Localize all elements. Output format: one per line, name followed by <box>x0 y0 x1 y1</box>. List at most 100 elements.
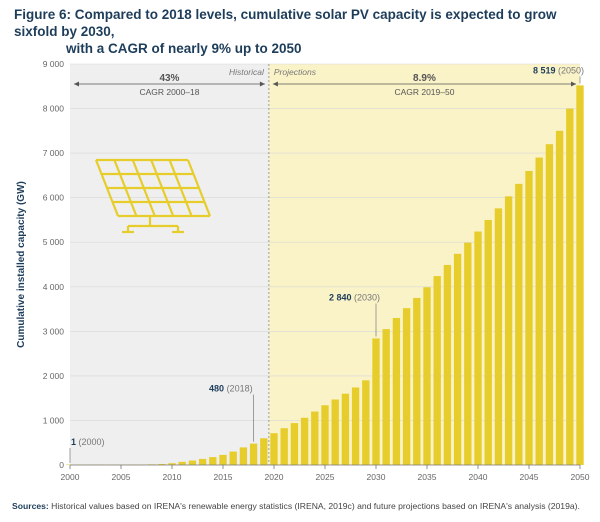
x-tick-label: 2045 <box>520 472 539 482</box>
cagr-historical-period: CAGR 2000–18 <box>139 87 199 97</box>
sources-note: Sources: Historical values based on IREN… <box>12 501 580 511</box>
bar-2024 <box>311 411 319 465</box>
annotation-value-2050: 8 519 <box>533 65 556 75</box>
bar-2020 <box>270 433 278 465</box>
bar-2039 <box>464 242 472 465</box>
bar-2043 <box>504 196 513 465</box>
cagr-projection-period: CAGR 2019–50 <box>394 87 454 97</box>
cagr-projection-arrowhead-left <box>272 81 278 87</box>
annotation-value-2018: 480 <box>209 384 224 394</box>
x-tick-label: 2020 <box>265 472 284 482</box>
bar-2047 <box>545 144 554 465</box>
bar-2040 <box>474 231 482 465</box>
cagr-historical-arrowhead-left <box>74 81 79 87</box>
annotation-2018: 480 (2018) <box>209 384 253 394</box>
y-axis-label: Cumulative installed capacity (GW) <box>16 181 27 348</box>
bar-2046 <box>535 157 543 466</box>
bar-2038 <box>453 253 462 465</box>
x-tick-label: 2030 <box>367 472 386 482</box>
y-tick-label: 6 000 <box>43 193 65 203</box>
historical-region <box>70 64 269 465</box>
bar-2011 <box>178 461 186 465</box>
annotation-2050: 8 519 (2050) <box>533 65 584 75</box>
y-tick-label: 1 000 <box>43 415 65 425</box>
bar-2012 <box>188 460 197 465</box>
bar-2029 <box>362 380 370 465</box>
bar-2015 <box>219 454 227 465</box>
solar-panel-line <box>113 159 138 217</box>
bar-2016 <box>229 451 237 465</box>
bar-2017 <box>239 447 248 465</box>
annotation-2030: 2 840 (2030) <box>329 292 380 302</box>
sources-text: Historical values based on IRENA's renew… <box>51 501 580 511</box>
bar-2049 <box>566 108 574 466</box>
x-tick-label: 2000 <box>61 472 80 482</box>
x-tick-label: 2025 <box>316 472 335 482</box>
bar-2018 <box>249 443 258 465</box>
figure-title: Figure 6: Compared to 2018 levels, cumul… <box>14 6 589 57</box>
bar-2026 <box>331 399 339 465</box>
solar-panel-line <box>150 159 175 217</box>
annotation-2000: 1 (2000) <box>71 437 105 447</box>
bar-2027 <box>341 393 350 465</box>
x-tick-label: 2015 <box>214 472 233 482</box>
y-tick-label: 8 000 <box>43 104 65 114</box>
annotation-value-2000: 1 <box>71 437 76 447</box>
bar-2045 <box>525 170 533 465</box>
bar-2022 <box>290 423 299 465</box>
solar-panel-icon <box>94 158 212 234</box>
y-tick-label: 5 000 <box>43 237 65 247</box>
figure-title-line-2: with a CAGR of nearly 9% up to 2050 <box>66 41 302 56</box>
bar-2032 <box>392 317 401 465</box>
sources-label: Sources: <box>12 501 49 511</box>
x-tick-label: 2040 <box>469 472 488 482</box>
bar-2009 <box>158 463 166 465</box>
figure-title-line-1: Figure 6: Compared to 2018 levels, cumul… <box>14 7 557 39</box>
historical-label: Historical <box>229 67 265 77</box>
bar-2033 <box>402 308 411 465</box>
x-tick-label: 2005 <box>112 472 131 482</box>
bar-2013 <box>198 458 207 465</box>
x-tick-label: 2050 <box>571 472 590 482</box>
solar-panel-line <box>131 159 156 217</box>
cagr-historical-arrowhead-right <box>259 81 265 87</box>
solar-panel-line <box>168 159 193 217</box>
bar-2048 <box>555 130 564 466</box>
bar-2021 <box>280 428 288 465</box>
annotation-year-2050: (2050) <box>555 65 584 75</box>
bar-2044 <box>515 183 523 466</box>
bar-2023 <box>300 417 309 465</box>
cagr-projection-arrowhead-right <box>571 81 576 87</box>
annotation-year-2000: (2000) <box>76 437 105 447</box>
bar-2019 <box>260 438 268 465</box>
bar-2036 <box>433 276 441 465</box>
y-tick-label: 3 000 <box>43 326 65 336</box>
bar-2025 <box>321 405 329 465</box>
bar-2034 <box>413 297 421 465</box>
bar-2041 <box>484 219 492 465</box>
bar-2035 <box>423 287 431 465</box>
y-tick-label: 4 000 <box>43 282 65 292</box>
annotation-year-2030: (2030) <box>351 292 380 302</box>
y-tick-label: 2 000 <box>43 371 65 381</box>
y-tick-label: 7 000 <box>43 148 65 158</box>
bar-2010 <box>168 463 176 465</box>
y-tick-label: 0 <box>59 460 64 470</box>
bar-2028 <box>351 387 360 465</box>
bar-2031 <box>382 329 390 465</box>
bar-2042 <box>494 208 503 466</box>
bar-2050 <box>576 85 584 466</box>
x-tick-label: 2035 <box>418 472 437 482</box>
annotation-year-2018: (2018) <box>224 384 253 394</box>
annotation-value-2030: 2 840 <box>329 292 352 302</box>
bar-2037 <box>443 264 452 465</box>
y-tick-label: 9 000 <box>43 59 65 69</box>
bar-2030 <box>372 338 380 465</box>
cagr-historical-rate: 43% <box>159 73 179 84</box>
solar-panel-line <box>186 159 212 217</box>
x-tick-label: 2010 <box>163 472 182 482</box>
solar-panel-line <box>94 159 120 217</box>
projections-label: Projections <box>274 67 317 77</box>
cagr-projection-rate: 8.9% <box>413 73 436 84</box>
